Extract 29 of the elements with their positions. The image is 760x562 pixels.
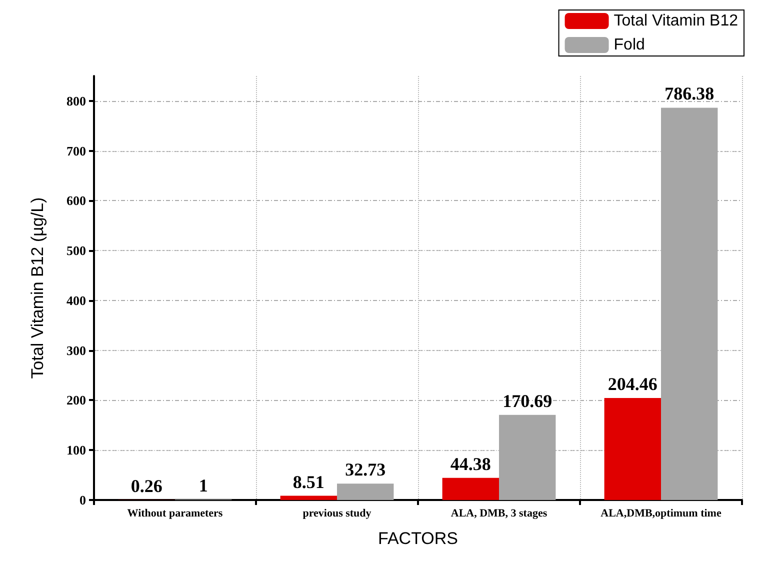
bar — [604, 398, 661, 500]
data-label: 204.46 — [608, 374, 658, 394]
bar — [442, 478, 499, 500]
y-tick-label: 800 — [66, 93, 86, 108]
legend-label: Fold — [614, 36, 645, 54]
y-tick-label: 400 — [66, 292, 86, 308]
data-label: 44.38 — [450, 454, 491, 474]
y-tick-label: 0 — [80, 492, 86, 508]
x-tick-label: ALA, DMB, 3 stages — [450, 508, 548, 520]
y-tick-label: 700 — [66, 143, 86, 158]
legend-label: Total Vitamin B12 — [614, 12, 738, 30]
x-tick-label: Without parameters — [127, 508, 224, 520]
data-label: 1 — [198, 476, 208, 496]
x-tick-label: ALA,DMB,optimum time — [600, 508, 722, 520]
data-label: 8.51 — [292, 472, 324, 492]
data-label: 786.38 — [664, 84, 714, 104]
x-axis-title: FACTORS — [378, 529, 458, 548]
y-tick-label: 300 — [66, 342, 86, 358]
data-label: 32.73 — [345, 460, 386, 480]
data-label: 170.69 — [502, 390, 552, 411]
x-tick-label: previous study — [302, 508, 372, 520]
y-tick-label: 200 — [66, 392, 86, 408]
bar — [337, 484, 394, 500]
y-tick-label: 500 — [66, 243, 86, 258]
data-label: 0.26 — [130, 476, 162, 496]
y-tick-label: 100 — [66, 442, 86, 458]
y-axis-title: Total Vitamin B12 (µg/L) — [28, 197, 47, 379]
bar — [280, 496, 337, 500]
y-tick-label: 600 — [66, 193, 86, 208]
